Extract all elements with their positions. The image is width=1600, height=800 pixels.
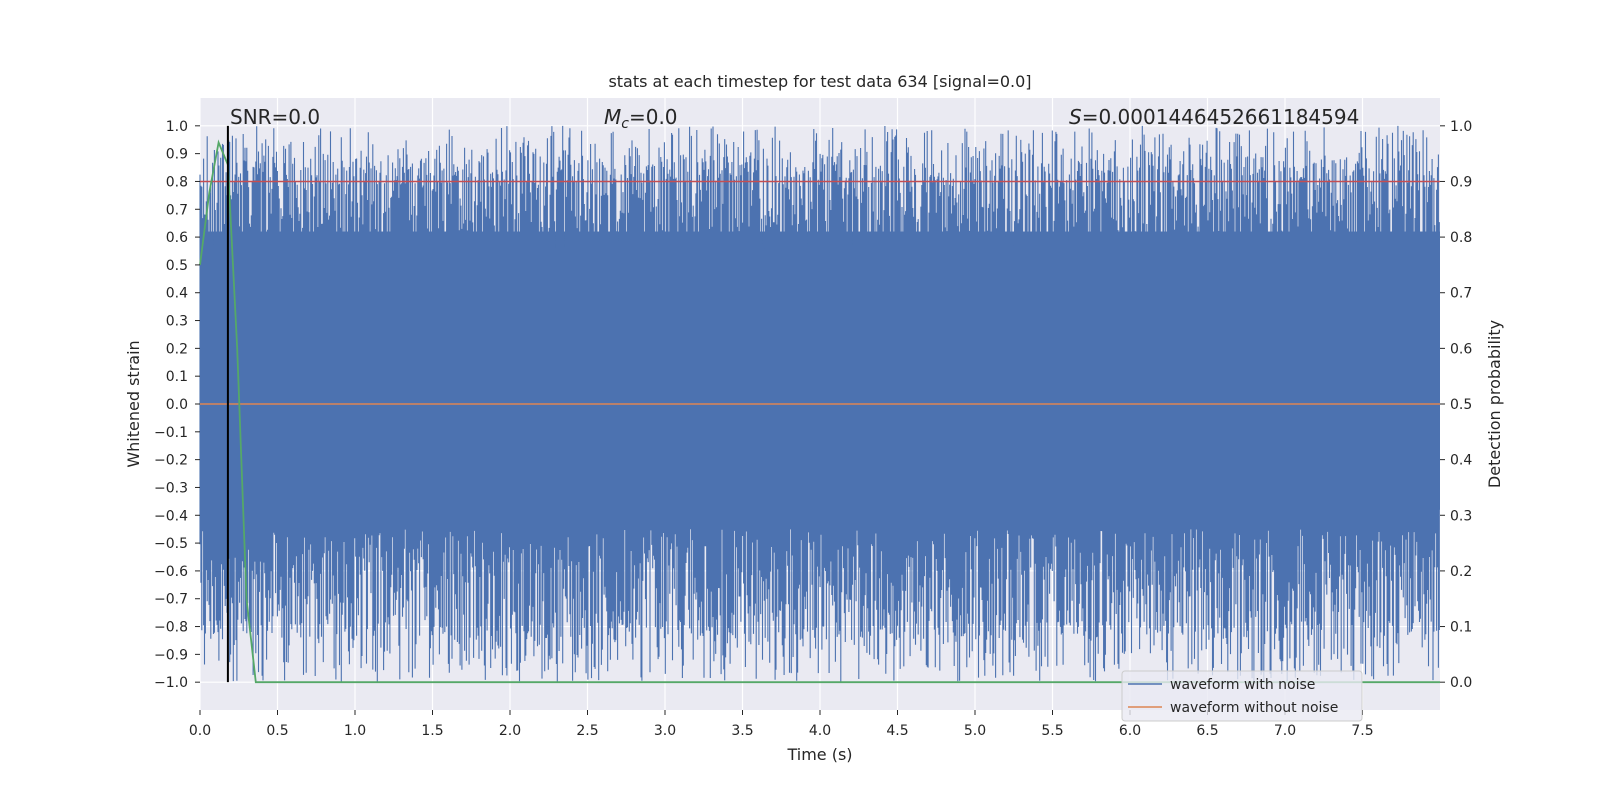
x-tick-label: 3.0: [654, 723, 676, 739]
y-axis-label-left: Whitened strain: [124, 340, 143, 467]
y-tick-label-left: −0.6: [154, 564, 188, 580]
x-tick-label: 6.0: [1119, 723, 1141, 739]
x-axis: 0.0 0.5 1.0 1.5 2.0 2.5 3.0 3.5 4.0 4.5 5.0 5.5 6.0 6…: [189, 710, 1374, 739]
x-tick-label: 3.5: [731, 723, 753, 739]
y-tick-label-left: −0.3: [154, 480, 188, 496]
y-tick-label-left: −0.4: [154, 508, 188, 524]
y-tick-label-left: −0.9: [154, 647, 188, 663]
y-tick-label-right: 0.1: [1450, 620, 1472, 636]
x-tick-label: 6.5: [1196, 723, 1218, 739]
snr-annotation: SNR=0.0: [230, 105, 320, 129]
y-tick-label-left: 1.0: [166, 119, 188, 135]
mc-subscript: c: [621, 116, 629, 132]
y-tick-label-right: 0.2: [1450, 564, 1472, 580]
x-tick-label: 2.5: [576, 723, 598, 739]
legend-box: [1121, 670, 1363, 722]
y-tick-label-left: 0.1: [166, 369, 188, 385]
y-axis-right: 1.0 0.9 0.8 0.7 0.6 0.5 0.4 0.3 0.2 0.1 0.0: [1440, 119, 1472, 691]
y-tick-label-left: 0.0: [166, 397, 188, 413]
y-tick-label-left: 0.4: [166, 286, 188, 302]
y-tick-label-left: −0.8: [154, 620, 188, 636]
s-value: =0.0001446452661184594: [1082, 105, 1360, 129]
y-tick-label-right: 0.3: [1450, 508, 1472, 524]
y-tick-label-left: 0.8: [166, 174, 188, 190]
y-tick-label-right: 0.6: [1450, 341, 1472, 357]
y-tick-label-left: 0.5: [166, 258, 188, 274]
y-tick-label-left: 0.9: [166, 147, 188, 163]
x-tick-label: 0.5: [266, 723, 288, 739]
x-tick-label: 7.0: [1274, 723, 1296, 739]
mc-value: =0.0: [629, 105, 678, 129]
y-axis-label-right: Detection probability: [1485, 320, 1504, 488]
x-axis-label: Time (s): [786, 745, 852, 764]
x-tick-label: 5.0: [964, 723, 986, 739]
y-tick-label-left: −0.2: [154, 453, 188, 469]
x-tick-label: 1.5: [421, 723, 443, 739]
x-tick-label: 2.0: [499, 723, 521, 739]
y-tick-label-left: −0.1: [154, 425, 188, 441]
y-tick-label-left: 0.3: [166, 314, 188, 330]
legend-label-waveform-with-noise: waveform with noise: [1170, 677, 1315, 693]
s-symbol: S: [1069, 105, 1082, 129]
mc-symbol: M: [604, 105, 621, 129]
x-tick-label: 4.0: [809, 723, 831, 739]
x-tick-label: 1.0: [344, 723, 366, 739]
y-tick-label-left: −0.7: [154, 592, 188, 608]
s-annotation: S=0.0001446452661184594: [1069, 105, 1359, 129]
y-tick-label-right: 0.7: [1450, 286, 1472, 302]
y-tick-label-right: 0.8: [1450, 230, 1472, 246]
noise-trace: [199, 125, 1440, 682]
mc-annotation: Mc=0.0: [604, 105, 678, 132]
y-tick-label-left: −1.0: [154, 675, 188, 691]
y-tick-label-left: 0.2: [166, 341, 188, 357]
y-tick-label-left: 0.7: [166, 202, 188, 218]
y-tick-label-right: 0.4: [1450, 453, 1472, 469]
x-tick-label: 5.5: [1041, 723, 1063, 739]
x-tick-label: 4.5: [886, 723, 908, 739]
overlay-lines: [199, 125, 1440, 684]
x-tick-label: 0.0: [189, 723, 211, 739]
series-waveform-with-noise: [199, 125, 1440, 682]
y-tick-label-right: 1.0: [1450, 119, 1472, 135]
y-tick-label-right: 0.0: [1450, 675, 1472, 691]
y-tick-label-right: 0.9: [1450, 174, 1472, 190]
legend-label-waveform-without-noise: waveform without noise: [1170, 700, 1338, 716]
y-axis-left: 1.0 0.9 0.8 0.7 0.6 0.5 0.4 0.3 0.2 0.1 0.0 −0.1 −0.…: [154, 119, 200, 691]
y-tick-label-right: 0.5: [1450, 397, 1472, 413]
legend: waveform with noise waveform without noi…: [1121, 670, 1363, 722]
detection-probability-line: [199, 139, 1440, 684]
chart-title: stats at each timestep for test data 634…: [608, 72, 1031, 91]
y-tick-label-left: −0.5: [154, 536, 188, 552]
y-tick-label-left: 0.6: [166, 230, 188, 246]
x-tick-label: 7.5: [1351, 723, 1373, 739]
